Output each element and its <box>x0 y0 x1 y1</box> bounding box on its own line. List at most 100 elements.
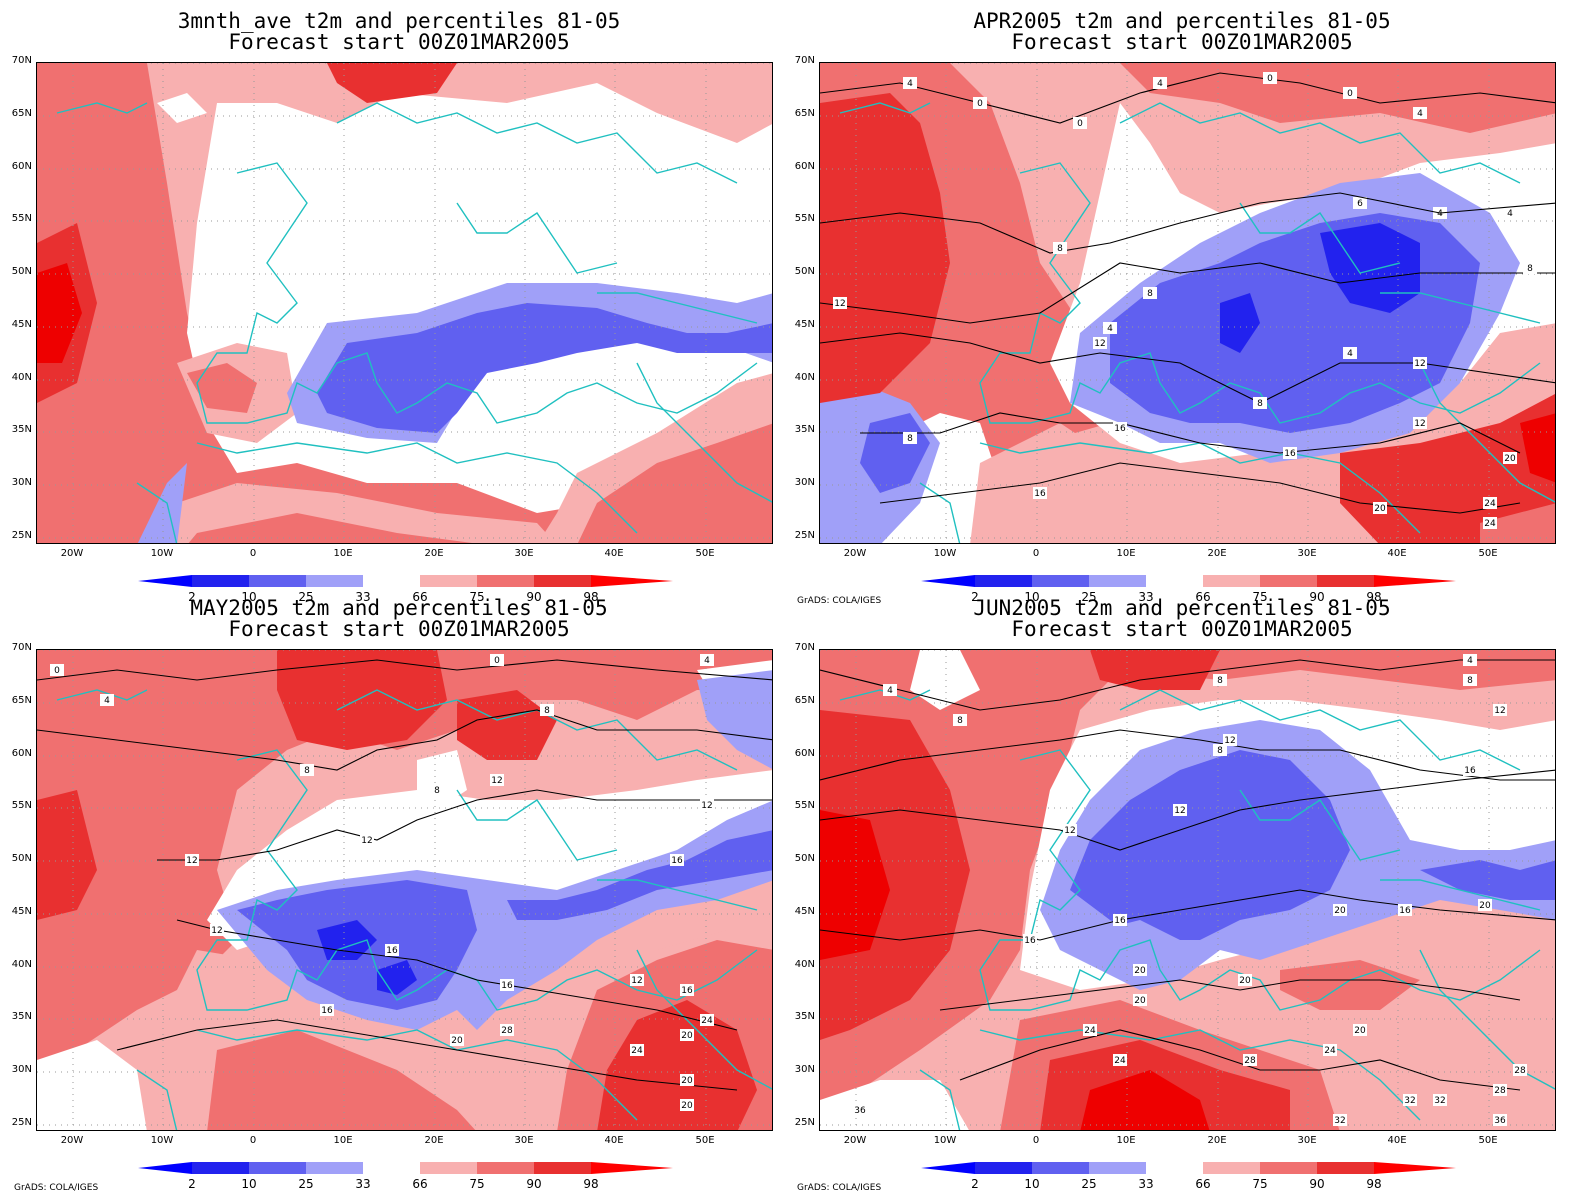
contour-label: 8 <box>903 432 917 444</box>
contour-label: 12 <box>1493 704 1507 716</box>
svg-text:24: 24 <box>1084 1026 1096 1036</box>
longitude-label: 20E <box>1207 548 1227 559</box>
colorbar-label: 33 <box>1138 590 1154 604</box>
svg-text:20: 20 <box>1334 906 1346 916</box>
contour-label: 12 <box>833 297 847 309</box>
colorbar-label: 10 <box>241 1177 257 1191</box>
svg-text:8: 8 <box>1257 399 1263 409</box>
map-area: 0 4 0 4 8 8 8 12 12 12 12 16 12 16 16 12 16 20 24 16 20 28 24 2… <box>36 649 773 1131</box>
contour-label: 20 <box>1503 452 1517 464</box>
latitude-label: 65N <box>11 695 32 706</box>
percentile-shading <box>820 93 950 403</box>
longitude-label: 50E <box>1478 548 1498 559</box>
contour-label: 16 <box>670 854 684 866</box>
panel-subtitle: Forecast start 00Z01MAR2005 <box>228 30 570 54</box>
percentile-shading <box>820 710 970 1040</box>
temperature-contour <box>820 192 1555 254</box>
coastline <box>196 442 638 534</box>
contour-label: 16 <box>1113 422 1127 434</box>
colorbar-segment <box>363 575 420 587</box>
map-area <box>36 62 773 544</box>
svg-text:36: 36 <box>854 1106 866 1116</box>
contour-label: 4 <box>1343 347 1357 359</box>
contour-label: 8 <box>300 764 314 776</box>
contour-label: 12 <box>1063 824 1077 836</box>
contour-label: 12 <box>630 974 644 986</box>
contour-label: 4 <box>903 77 917 89</box>
percentile-shading <box>1420 860 1555 900</box>
latitude-label: 25N <box>794 1117 815 1128</box>
contour-label: 12 <box>700 799 714 811</box>
contour-label: 4 <box>1413 107 1427 119</box>
longitude-label: 50E <box>695 1135 715 1146</box>
colorbar-segment <box>1146 575 1203 587</box>
svg-text:4: 4 <box>1437 209 1443 219</box>
coastline <box>336 102 738 184</box>
contour-label: 24 <box>1323 1044 1337 1056</box>
contour-label: 28 <box>500 1024 514 1036</box>
coastline <box>1239 789 1401 861</box>
contour-label: 16 <box>1023 934 1037 946</box>
panel-title: JUN2005 t2m and percentiles 81-05 <box>973 596 1391 620</box>
latitude-label: 30N <box>11 1064 32 1075</box>
latitude-label: 65N <box>11 108 32 119</box>
colorbar-segment <box>363 1162 420 1174</box>
latitude-label: 70N <box>11 642 32 653</box>
colorbar-label: 10 <box>241 590 257 604</box>
longitude-label: 30E <box>1297 548 1317 559</box>
map-svg: 0 4 0 4 8 8 8 12 12 12 12 16 12 16 16 12 16 20 24 16 20 28 24 2… <box>37 650 772 1130</box>
contour-label: 4 <box>1103 322 1117 334</box>
coastline <box>1380 879 1541 911</box>
colorbar-segment <box>306 1162 363 1174</box>
longitude-label: 20E <box>1207 1135 1227 1146</box>
contour-label: 20 <box>1333 904 1347 916</box>
percentile-shading <box>577 423 772 543</box>
colorbar-label: 90 <box>526 590 542 604</box>
svg-text:24: 24 <box>1484 499 1496 509</box>
contour-label: 32 <box>1333 1114 1347 1126</box>
contour-label: 12 <box>360 834 374 846</box>
colorbar-label: 66 <box>412 590 428 604</box>
svg-text:4: 4 <box>1157 79 1163 89</box>
longitude-label: 0 <box>1032 1135 1040 1146</box>
latitude-label: 30N <box>794 477 815 488</box>
svg-text:12: 12 <box>834 299 845 309</box>
contour-label: 28 <box>1243 1054 1257 1066</box>
svg-text:20: 20 <box>681 1031 693 1041</box>
contour-label: 16 <box>1398 904 1412 916</box>
latitude-label: 55N <box>11 213 32 224</box>
latitude-label: 45N <box>794 906 815 917</box>
contour-label: 0 <box>1073 117 1087 129</box>
longitude-label: 20W <box>843 1135 867 1146</box>
percentile-shading <box>188 513 472 543</box>
svg-text:16: 16 <box>1464 766 1476 776</box>
latitude-label: 55N <box>11 800 32 811</box>
temperature-contour <box>176 919 738 1031</box>
colorbar-segment <box>1317 1162 1374 1174</box>
latitude-label: 40N <box>11 959 32 970</box>
coastline <box>196 1029 638 1121</box>
grads-credit: GrADS: COLA/IGES <box>797 1183 882 1193</box>
longitude-label: 0 <box>249 548 257 559</box>
longitude-label: 20W <box>843 548 867 559</box>
contour-label: 4 <box>1463 654 1477 666</box>
colorbar-label: 33 <box>355 590 371 604</box>
latitude-label: 70N <box>11 55 32 66</box>
colorbar-segment <box>420 1162 477 1174</box>
coastline <box>456 789 618 861</box>
svg-text:8: 8 <box>1217 746 1223 756</box>
colorbar-segment <box>1260 1162 1317 1174</box>
svg-text:16: 16 <box>681 986 693 996</box>
contour-label: 12 <box>1173 804 1187 816</box>
latitude-label: 70N <box>794 642 815 653</box>
temperature-contour <box>860 412 1521 454</box>
longitude-label: 10E <box>333 1135 353 1146</box>
colorbar-arrow-low <box>921 1162 975 1174</box>
contour-label: 8 <box>1463 674 1477 686</box>
temperature-contour <box>157 789 772 861</box>
temperature-contour <box>939 979 1521 1011</box>
colorbar-label: 90 <box>526 1177 542 1191</box>
colorbar-label: 90 <box>1309 1177 1325 1191</box>
coastline <box>1380 292 1541 324</box>
latitude-label: 30N <box>794 1064 815 1075</box>
